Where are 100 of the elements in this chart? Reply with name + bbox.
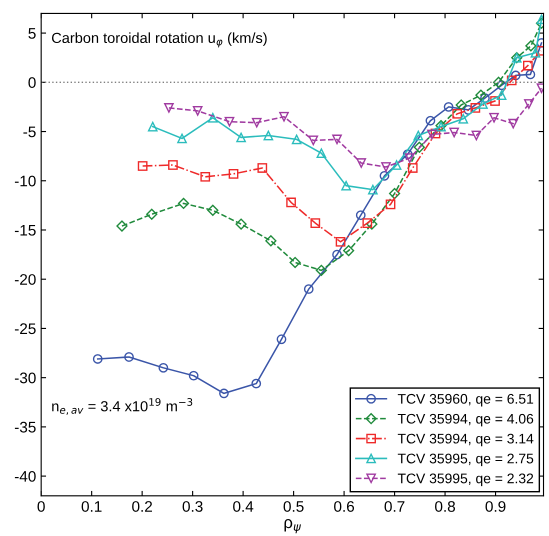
x-tick-label: 0 (38, 501, 45, 512)
point (489, 112, 499, 123)
point (252, 118, 262, 128)
point (308, 136, 318, 146)
point (332, 134, 342, 144)
legend-label: TCV 35994, qe = 4.06 (398, 414, 534, 426)
point (526, 70, 536, 80)
annotation: n$_{e,av}$ = 3.4 x10$^{19}$ m$^{−3}$ (52, 398, 192, 415)
x-tick-label: 0.3 (182, 501, 203, 512)
point (310, 218, 320, 228)
x-axis-title: ρ$_{ψ}$ (284, 519, 301, 534)
point (478, 99, 488, 109)
point (392, 160, 402, 170)
point (470, 103, 480, 113)
point (456, 99, 467, 111)
y-tick-label: -5 (23, 126, 36, 138)
point (408, 163, 418, 173)
point (386, 200, 396, 210)
point (276, 334, 286, 344)
point (475, 90, 487, 101)
point (492, 76, 504, 88)
point (414, 142, 425, 153)
point (336, 236, 346, 247)
point (290, 256, 301, 268)
point (496, 90, 506, 100)
y-tick-label: -15 (14, 225, 36, 236)
point (458, 114, 468, 124)
point (228, 169, 238, 179)
point (430, 128, 440, 138)
point (426, 116, 436, 126)
x-tick-label: 0.2 (132, 501, 152, 512)
point (92, 354, 103, 364)
point (192, 106, 203, 116)
x-tick-label: 0.5 (284, 501, 304, 512)
point (362, 218, 372, 228)
point (208, 112, 218, 123)
point (304, 284, 314, 294)
point (168, 160, 178, 170)
point (530, 48, 540, 58)
point (404, 153, 415, 163)
point (178, 198, 190, 210)
point (138, 161, 148, 171)
point (480, 93, 490, 103)
point (279, 112, 289, 122)
y-tick-label: 5 (28, 28, 36, 39)
point (449, 128, 460, 138)
point (219, 388, 229, 398)
y-tick-label: -10 (14, 176, 36, 186)
point (148, 122, 158, 132)
point (413, 130, 424, 140)
point (158, 362, 168, 373)
x-tick-label: 0.8 (435, 501, 456, 512)
point (366, 218, 378, 230)
x-tick-label: 0.1 (82, 501, 102, 512)
point (146, 208, 158, 220)
point (523, 60, 533, 70)
y-tick-label: -35 (14, 422, 36, 433)
point (177, 134, 187, 144)
point (525, 40, 536, 52)
point (200, 172, 210, 182)
point (472, 130, 482, 140)
point (251, 378, 262, 388)
legend-label: TCV 35994, qe = 3.14 (398, 434, 534, 446)
point (444, 102, 454, 112)
point (332, 250, 342, 260)
annotation: Carbon toroidal rotation u$_{φ}$ (km/s) (52, 32, 267, 48)
x-tick-label: 0.7 (384, 501, 404, 512)
point (316, 264, 327, 276)
point (356, 158, 366, 168)
point (292, 134, 302, 144)
point (164, 103, 174, 113)
x-tick-label: 0.6 (334, 501, 354, 512)
point (124, 352, 134, 362)
point (235, 218, 247, 230)
point (490, 96, 500, 106)
point (524, 99, 534, 109)
point (508, 118, 518, 129)
point (286, 198, 296, 208)
point (368, 184, 378, 194)
point (265, 235, 276, 246)
point (506, 75, 517, 86)
point (224, 116, 234, 127)
point (427, 130, 437, 140)
point (257, 163, 268, 173)
point (452, 108, 462, 119)
y-tick-label: -25 (14, 323, 36, 334)
legend-label: TCV 35995, qe = 2.75 (398, 454, 534, 466)
point (496, 80, 506, 90)
point (341, 180, 351, 191)
point (463, 105, 474, 115)
legend-label: TCV 35960, qe = 6.51 (398, 394, 534, 407)
legend-label: TCV 35995, qe = 2.32 (398, 473, 534, 486)
point (207, 204, 218, 216)
point (116, 220, 128, 232)
point (316, 148, 326, 158)
x-tick-label: 0.4 (233, 501, 254, 512)
y-tick-label: -40 (14, 470, 36, 482)
point (343, 245, 354, 256)
y-tick-label: -20 (14, 274, 36, 285)
point (236, 132, 246, 142)
